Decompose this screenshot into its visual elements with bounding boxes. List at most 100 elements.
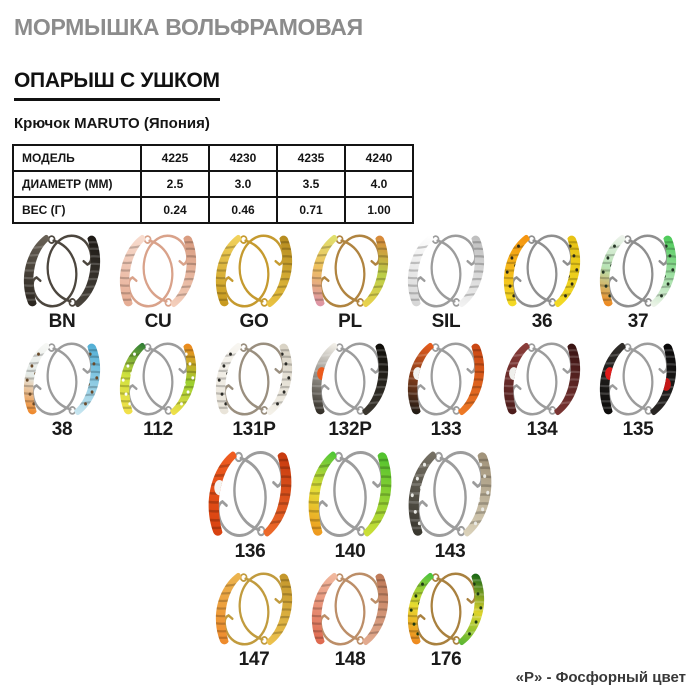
lure-pair-image [503, 342, 581, 416]
lure-body [308, 451, 337, 536]
lure-body [266, 573, 293, 646]
color-variants-grid: BN CU GO PL [12, 232, 688, 671]
lure-pair-image [215, 572, 293, 646]
spec-row-header: ДИАМЕТР (ММ) [12, 170, 142, 198]
lure-item-135: 135 [590, 340, 686, 441]
lure-item-CU: CU [110, 232, 206, 333]
lure-code-label: PL [338, 311, 362, 332]
lure-pair-image [407, 572, 485, 646]
lure-item-36: 36 [494, 232, 590, 333]
lure-pair-image [308, 450, 392, 538]
lure-pair-image [311, 234, 389, 308]
lure-pair-image [503, 234, 581, 308]
lure-body [650, 235, 677, 308]
lure-item-140: 140 [300, 448, 400, 563]
lure-code-label: 134 [526, 419, 558, 440]
lure-body [599, 342, 626, 415]
lure-body [458, 343, 485, 416]
spec-cell: 4.0 [344, 170, 414, 198]
lure-body [266, 343, 293, 416]
lure-code-label: CU [144, 311, 172, 332]
lure-row: 136 140 143 [12, 448, 688, 563]
lure-body [458, 235, 485, 308]
lure-code-label: 148 [334, 649, 366, 670]
lure-body [170, 343, 197, 416]
lure-row: 38 112 131P 132P [12, 340, 688, 441]
spec-table: МОДЕЛЬ 4225 4230 4235 4240 ДИАМЕТР (ММ) … [12, 144, 414, 224]
lure-code-label: 131P [232, 419, 276, 440]
lure-pair-image [208, 450, 292, 538]
lure-item-147: 147 [206, 570, 302, 671]
phosphor-footnote: «Р» - Фосфорный цвет [515, 669, 686, 686]
lure-body [119, 234, 146, 307]
lure-code-label: 135 [622, 419, 654, 440]
lure-body [458, 573, 485, 646]
lure-pair-image [408, 450, 492, 538]
lure-body [362, 235, 389, 308]
lure-pair-image [599, 342, 677, 416]
lure-item-148: 148 [302, 570, 398, 671]
lure-item-131P: 131P [206, 340, 302, 441]
lure-item-143: 143 [400, 448, 500, 563]
lure-body [170, 235, 197, 308]
lure-pair-image [407, 234, 485, 308]
lure-pair-image [215, 342, 293, 416]
lure-item-BN: BN [14, 232, 110, 333]
spec-cell: 3.0 [208, 170, 278, 198]
lure-body [23, 234, 50, 307]
lure-body [74, 235, 101, 308]
lure-pair-image [599, 234, 677, 308]
lure-pair-image [311, 572, 389, 646]
lure-code-label: SIL [431, 311, 461, 332]
lure-item-GO: GO [206, 232, 302, 333]
spec-cell: 0.24 [140, 196, 210, 224]
lure-row: 147 148 176 [12, 570, 688, 671]
lure-right [430, 342, 485, 416]
lure-body [363, 452, 392, 537]
lure-body [311, 342, 338, 415]
page-title: МОРМЫШКА ВОЛЬФРАМОВАЯ [14, 14, 363, 40]
lure-item-SIL: SIL [398, 232, 494, 333]
lure-code-label: BN [48, 311, 76, 332]
lure-body [362, 573, 389, 646]
lure-body [215, 234, 242, 307]
spec-cell: 2.5 [140, 170, 210, 198]
lure-body [208, 451, 237, 536]
lure-item-134: 134 [494, 340, 590, 441]
lure-body [503, 342, 530, 415]
lure-item-176: 176 [398, 570, 494, 671]
hook-brand-line: Крючок MARUTO (Япония) [14, 115, 210, 132]
spec-cell: 4235 [276, 144, 346, 172]
lure-body [407, 234, 434, 307]
lure-code-label: 37 [627, 311, 649, 332]
lure-pair-image [119, 342, 197, 416]
product-subtitle: ОПАРЫШ С УШКОМ [14, 69, 220, 101]
spec-row-header: МОДЕЛЬ [12, 144, 142, 172]
spec-cell: 3.5 [276, 170, 346, 198]
lure-item-133: 133 [398, 340, 494, 441]
lure-item-112: 112 [110, 340, 206, 441]
spec-row-diameter: ДИАМЕТР (ММ) 2.5 3.0 3.5 4.0 [12, 170, 414, 198]
lure-code-label: 176 [430, 649, 462, 670]
lure-item-PL: PL [302, 232, 398, 333]
lure-body [407, 572, 434, 645]
lure-body [554, 343, 581, 416]
lure-body [599, 234, 626, 307]
lure-body [503, 234, 530, 307]
lure-pair-image [407, 342, 485, 416]
spec-cell: 0.46 [208, 196, 278, 224]
spec-row-header: ВЕС (Г) [12, 196, 142, 224]
lure-body [408, 451, 437, 536]
lure-body [263, 452, 292, 537]
spec-row-weight: ВЕС (Г) 0.24 0.46 0.71 1.00 [12, 196, 414, 224]
lure-code-label: 36 [531, 311, 553, 332]
lure-code-label: 143 [434, 541, 466, 562]
lure-body [362, 343, 389, 416]
lure-row: BN CU GO PL [12, 232, 688, 333]
catalog-page: МОРМЫШКА ВОЛЬФРАМОВАЯ ОПАРЫШ С УШКОМ Крю… [12, 14, 688, 671]
lure-body [554, 235, 581, 308]
lure-body [119, 342, 146, 415]
lure-body [215, 342, 242, 415]
lure-pair-image [215, 234, 293, 308]
lure-body [74, 343, 101, 416]
